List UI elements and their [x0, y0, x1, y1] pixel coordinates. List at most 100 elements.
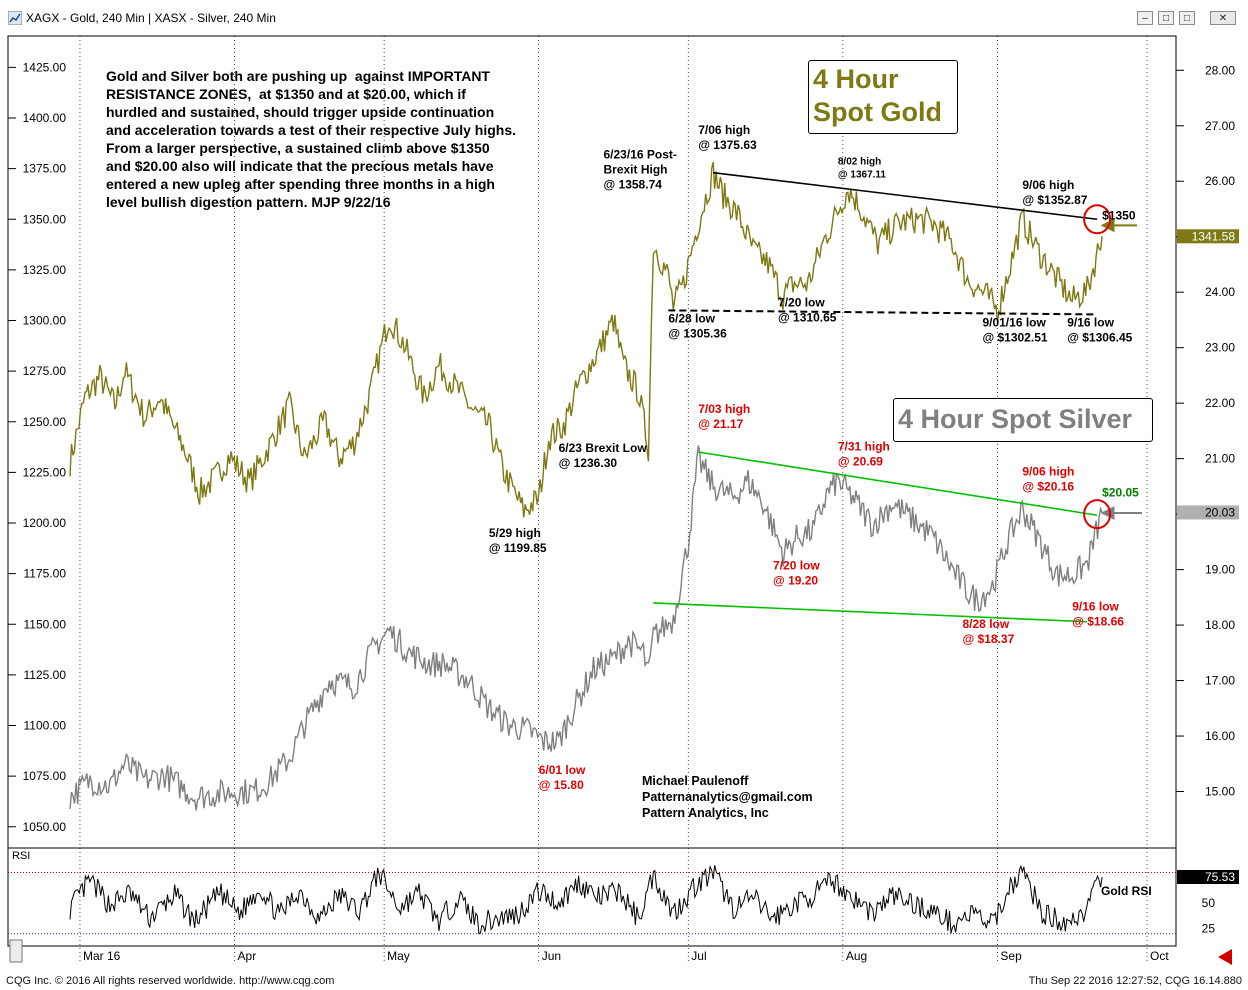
annotation-label: 8/02 high @ 1367.11 [838, 157, 887, 181]
scroll-handle[interactable] [9, 939, 23, 963]
annotation-line: 9/01/16 low [982, 316, 1046, 330]
gold-rsi-label: Gold RSI [1101, 884, 1152, 898]
y-left-tick-label: 1350.00 [23, 212, 67, 226]
y-left-tick-label: 1375.00 [23, 162, 67, 176]
rsi-tick-label: 25 [1202, 922, 1216, 936]
maximize-button[interactable]: □ [1179, 11, 1195, 25]
annotation-line: @ $18.37 [963, 632, 1015, 646]
close-button[interactable]: ✕ [1210, 11, 1236, 25]
scroll-right-arrow-icon[interactable] [1218, 949, 1232, 965]
y-right-tick-label: 19.00 [1205, 563, 1235, 577]
silver-last-value-label: 20.03 [1205, 505, 1235, 519]
status-timestamp: Thu Sep 22 2016 12:27:52, CQG 16.14.880 [1028, 975, 1242, 987]
silver-last-value-tag [1177, 505, 1239, 520]
annotation-line: @ $20.16 [1022, 479, 1074, 493]
y-left-tick-label: 1400.00 [23, 111, 67, 125]
y-left-tick-label: 1175.00 [24, 567, 67, 581]
annotation-line: 7/20 low [778, 295, 825, 309]
annotation-line: @ $1306.45 [1067, 331, 1132, 345]
annotation-line: 8/28 low [963, 617, 1010, 631]
annotation-line: @ 1236.30 [559, 456, 618, 470]
annotation-label: 9/16 low @ $18.66 [1072, 600, 1124, 629]
commentary-text: Gold and Silver both are pushing up agai… [106, 68, 517, 210]
annotation-line: @ 20.69 [838, 454, 883, 468]
y-right-tick-label: 27.00 [1205, 119, 1235, 133]
rsi-line [69, 864, 1103, 935]
window-title: XAGX - Gold, 240 Min | XASX - Silver, 24… [26, 11, 276, 25]
annotation-line: @ 19.20 [773, 574, 818, 588]
x-tick-label: May [387, 949, 410, 963]
y-left-tick-label: 1425.00 [23, 60, 67, 74]
annotation-line: @ $1352.87 [1022, 193, 1087, 207]
y-left-tick-label: 1050.00 [23, 820, 67, 834]
y-right-tick-label: 16.00 [1205, 729, 1235, 743]
rsi-tick-label: 50 [1202, 896, 1216, 910]
annotation-label: 6/23/16 Post-Brexit High @ 1358.74 [604, 148, 677, 192]
annotation-line: 6/23/16 Post- [604, 148, 677, 162]
annotation-line: @ 1305.36 [668, 327, 727, 341]
annotation-line: @ 1199.85 [489, 541, 547, 555]
y-left-tick-label: 1125.00 [24, 668, 67, 682]
annotation-label: 7/06 high @ 1375.63 [698, 123, 757, 152]
annotation-label: 6/01 low @ 15.80 [539, 763, 586, 792]
y-right-tick-label: 24.00 [1205, 285, 1235, 299]
y-left-tick-label: 1100.00 [24, 719, 67, 733]
rsi-panel-frame [7, 847, 1177, 947]
annotation-line: 9/06 high [1022, 464, 1074, 478]
gold-label-box: 4 Hour Spot Gold [808, 60, 958, 134]
annotation-line: @ $1302.51 [982, 331, 1047, 345]
annotation-line: 7/31 high [838, 439, 890, 453]
rsi-last-value-tag [1177, 870, 1239, 885]
y-right-tick-label: 26.00 [1205, 174, 1235, 188]
annotation-line: 7/03 high [698, 402, 750, 416]
y-right-tick-label: 23.00 [1205, 341, 1235, 355]
annotation-label: $1350 [1102, 208, 1136, 222]
annotation-label: $20.05 [1102, 485, 1139, 499]
annotation-label: 9/16 low @ $1306.45 [1067, 316, 1132, 345]
chart-app-icon [8, 11, 22, 25]
annotation-line: @ 1358.74 [604, 178, 663, 192]
annotation-label: 6/23 Brexit Low @ 1236.30 [559, 441, 648, 470]
x-tick-label: Apr [238, 949, 257, 963]
gold-last-value-label: 1341.58 [1192, 229, 1236, 243]
annotation-line: $20.05 [1102, 485, 1139, 499]
gold-resistance-line [713, 171, 1098, 221]
minimize-button[interactable]: – [1137, 11, 1153, 25]
annotation-line: 9/16 low [1072, 600, 1119, 614]
title-bar: XAGX - Gold, 240 Min | XASX - Silver, 24… [0, 0, 1248, 36]
y-right-tick-label: 22.00 [1205, 396, 1235, 410]
y-right-tick-label: 15.00 [1205, 785, 1235, 799]
restore-button[interactable]: □ [1158, 11, 1174, 25]
y-left-tick-label: 1075.00 [23, 769, 67, 783]
silver-channel-top-line [698, 451, 1098, 517]
y-right-tick-label: 17.00 [1205, 674, 1235, 688]
y-right-tick-label: 21.00 [1205, 452, 1235, 466]
price-panel-frame [7, 35, 1177, 849]
y-left-tick-label: 1200.00 [23, 516, 67, 530]
annotation-label: 7/03 high @ 21.17 [698, 402, 750, 431]
author-block: Michael Paulenoff Patternanalytics@gmail… [642, 774, 813, 820]
annotation-line: @ 1375.63 [698, 138, 757, 152]
x-tick-label: Aug [846, 949, 867, 963]
annotation-line: 9/06 high [1022, 178, 1074, 192]
silver-label-box: 4 Hour Spot Silver [893, 398, 1153, 442]
x-tick-label: Oct [1150, 949, 1169, 963]
annotation-label: 7/20 low @ 19.20 [773, 559, 820, 588]
annotation-label: 9/01/16 low @ $1302.51 [982, 316, 1047, 345]
annotation-line: 6/01 low [539, 763, 586, 777]
annotation-line: 5/29 high [489, 526, 541, 540]
rsi-panel-title: RSI [12, 850, 31, 862]
gold-price-line [69, 162, 1103, 518]
gold-last-value-tag [1177, 229, 1239, 244]
x-tick-label: Jun [542, 949, 561, 963]
gold-marker [1083, 204, 1112, 235]
y-left-tick-label: 1150.00 [24, 617, 67, 631]
annotation-label: 5/29 high @ 1199.85 [489, 526, 547, 555]
annotation-label: 7/20 low @ 1310.65 [778, 295, 837, 324]
silver-marker [1083, 499, 1112, 530]
annotation-line: 9/16 low [1067, 316, 1114, 330]
status-bar: CQG Inc. © 2016 All rights reserved worl… [0, 972, 1248, 990]
annotation-line: @ 1310.65 [778, 310, 837, 324]
silver-price-line [69, 445, 1103, 811]
